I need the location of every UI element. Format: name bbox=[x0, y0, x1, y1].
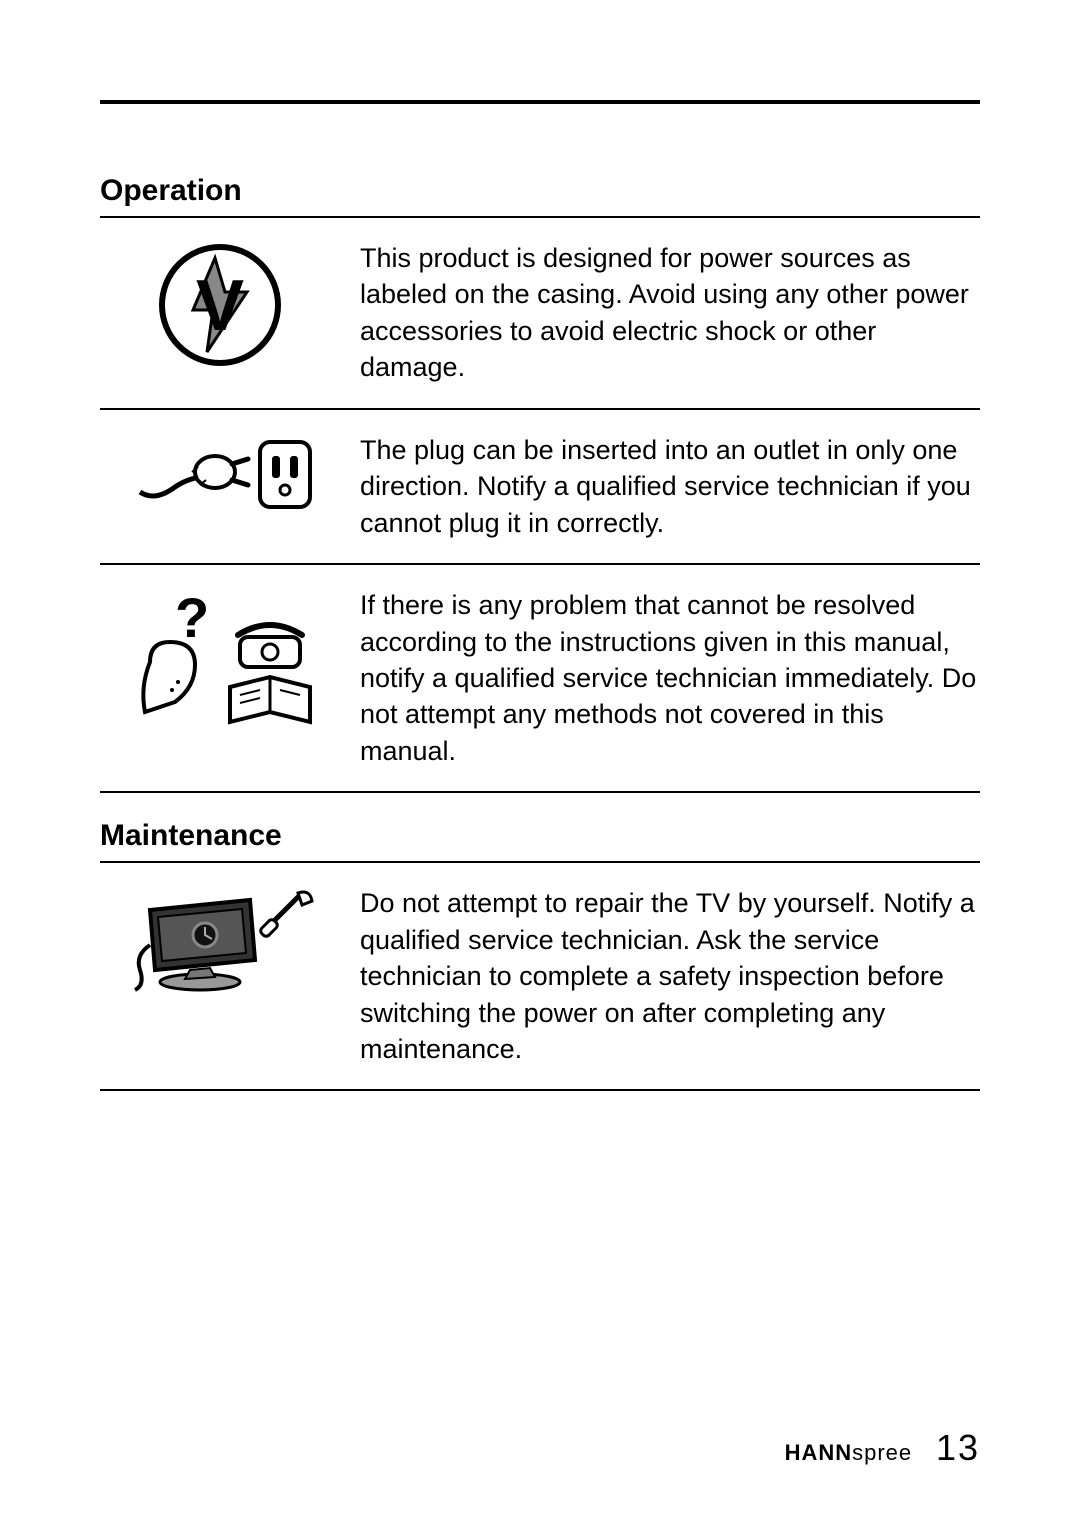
operation-entry-2: The plug can be inserted into an outlet … bbox=[100, 410, 980, 565]
brand-light: spree bbox=[852, 1440, 912, 1465]
page-number: 13 bbox=[936, 1427, 980, 1468]
maintenance-heading: Maintenance bbox=[100, 819, 980, 863]
operation-heading: Operation bbox=[100, 174, 980, 218]
operation-entry-3: ? If there is any problem that cannot be… bbox=[100, 565, 980, 793]
brand-logo: HANNspree bbox=[785, 1440, 913, 1465]
brand-bold: HANN bbox=[785, 1440, 853, 1465]
svg-text:V: V bbox=[196, 266, 244, 346]
plug-outlet-icon bbox=[100, 432, 360, 522]
page-footer: HANNspree 13 bbox=[785, 1427, 980, 1469]
operation-text-2: The plug can be inserted into an outlet … bbox=[360, 432, 980, 541]
maintenance-entry-1: Do not attempt to repair the TV by yours… bbox=[100, 863, 980, 1091]
tv-screwdriver-icon bbox=[100, 885, 360, 995]
svg-text:?: ? bbox=[175, 587, 209, 649]
question-phone-manual-icon: ? bbox=[100, 587, 360, 727]
operation-text-1: This product is designed for power sourc… bbox=[360, 240, 980, 386]
document-page: Operation V This product is designed for… bbox=[0, 0, 1080, 1529]
operation-text-3: If there is any problem that cannot be r… bbox=[360, 587, 980, 769]
maintenance-text-1: Do not attempt to repair the TV by yours… bbox=[360, 885, 980, 1067]
top-rule bbox=[100, 100, 980, 104]
operation-entry-1: V This product is designed for power sou… bbox=[100, 218, 980, 410]
voltage-icon: V bbox=[100, 240, 360, 370]
